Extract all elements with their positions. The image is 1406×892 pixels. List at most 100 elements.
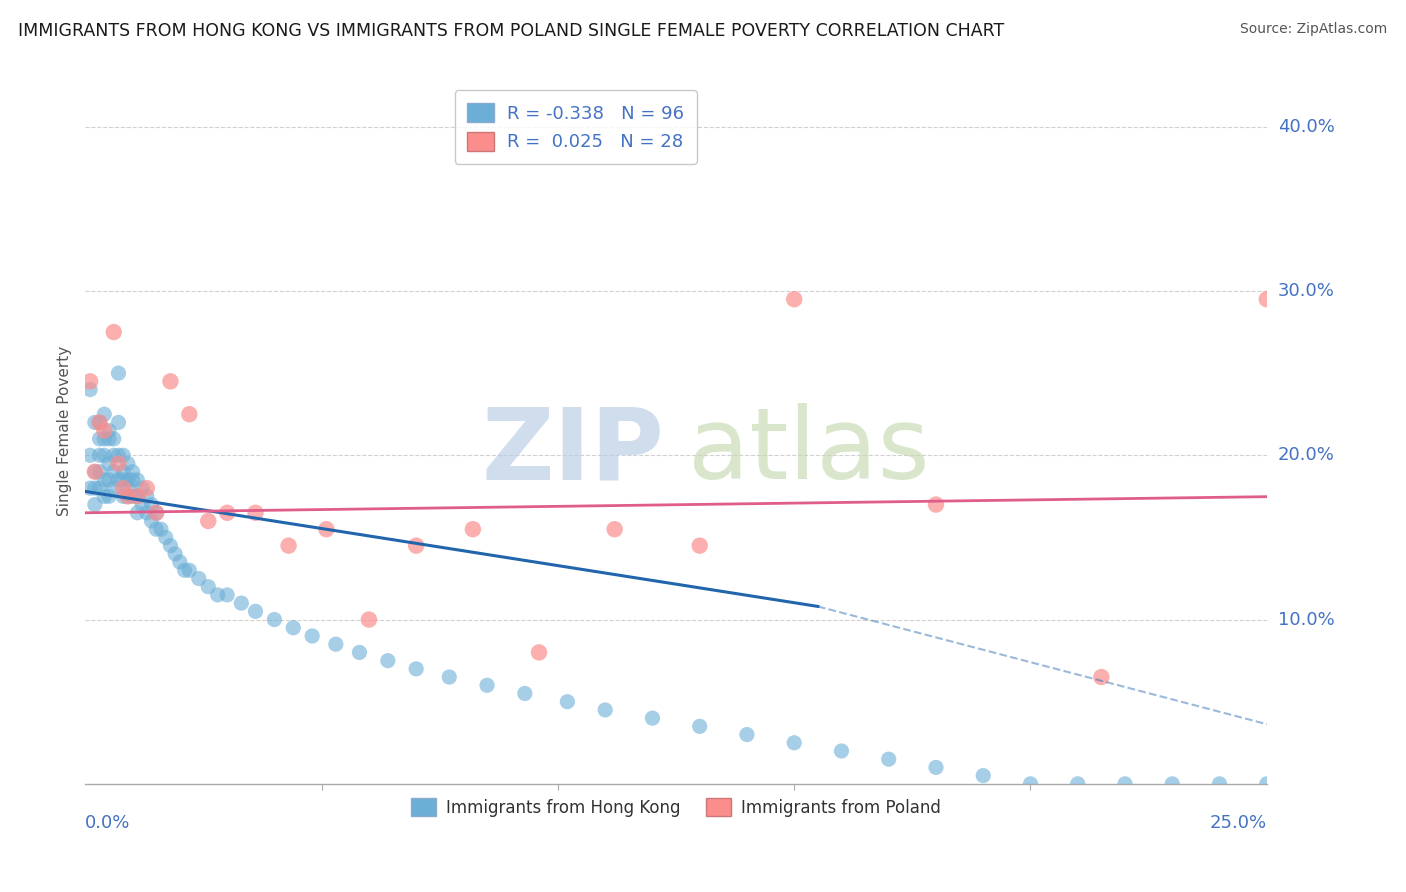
- Point: [98, 424, 121, 438]
- Point: [557, 695, 579, 709]
- Point: [315, 522, 337, 536]
- Point: [89, 481, 111, 495]
- Text: 10.0%: 10.0%: [1278, 610, 1334, 629]
- Point: [149, 522, 172, 536]
- Point: [165, 547, 187, 561]
- Point: [1350, 777, 1372, 791]
- Point: [135, 489, 157, 503]
- Text: 0.0%: 0.0%: [86, 814, 131, 832]
- Point: [1090, 670, 1112, 684]
- Point: [79, 383, 101, 397]
- Point: [89, 465, 111, 479]
- Point: [107, 473, 129, 487]
- Point: [83, 465, 105, 479]
- Point: [89, 432, 111, 446]
- Point: [349, 645, 371, 659]
- Point: [79, 375, 101, 389]
- Point: [1067, 777, 1090, 791]
- Point: [117, 489, 139, 503]
- Point: [283, 621, 305, 635]
- Point: [197, 514, 219, 528]
- Point: [103, 465, 125, 479]
- Point: [830, 744, 852, 758]
- Point: [197, 580, 219, 594]
- Point: [217, 506, 239, 520]
- Point: [112, 448, 135, 462]
- Point: [377, 654, 399, 668]
- Text: ZIP: ZIP: [481, 403, 664, 500]
- Point: [641, 711, 664, 725]
- Point: [783, 292, 806, 306]
- Text: Source: ZipAtlas.com: Source: ZipAtlas.com: [1240, 22, 1388, 37]
- Point: [107, 416, 129, 430]
- Point: [98, 473, 121, 487]
- Point: [159, 375, 181, 389]
- Point: [783, 736, 806, 750]
- Point: [1256, 292, 1278, 306]
- Point: [357, 613, 380, 627]
- Point: [98, 457, 121, 471]
- Point: [735, 727, 758, 741]
- Point: [179, 407, 201, 421]
- Point: [1161, 777, 1184, 791]
- Point: [131, 498, 153, 512]
- Point: [121, 489, 143, 503]
- Point: [117, 473, 139, 487]
- Point: [117, 457, 139, 471]
- Point: [1208, 777, 1230, 791]
- Point: [169, 555, 191, 569]
- Point: [231, 596, 253, 610]
- Point: [593, 703, 616, 717]
- Point: [98, 489, 121, 503]
- Point: [79, 448, 101, 462]
- Point: [145, 522, 167, 536]
- Point: [141, 498, 163, 512]
- Point: [145, 506, 167, 520]
- Point: [98, 432, 121, 446]
- Point: [527, 645, 550, 659]
- Point: [93, 432, 115, 446]
- Text: 20.0%: 20.0%: [1278, 446, 1334, 464]
- Point: [112, 465, 135, 479]
- Point: [187, 572, 209, 586]
- Point: [207, 588, 229, 602]
- Point: [689, 539, 711, 553]
- Point: [112, 473, 135, 487]
- Point: [1114, 777, 1136, 791]
- Point: [135, 506, 157, 520]
- Point: [1398, 777, 1406, 791]
- Point: [89, 416, 111, 430]
- Point: [93, 424, 115, 438]
- Point: [93, 489, 115, 503]
- Point: [972, 769, 994, 783]
- Point: [107, 448, 129, 462]
- Point: [107, 366, 129, 380]
- Point: [93, 448, 115, 462]
- Point: [925, 498, 948, 512]
- Point: [603, 522, 626, 536]
- Point: [107, 457, 129, 471]
- Point: [83, 481, 105, 495]
- Point: [405, 539, 427, 553]
- Point: [173, 563, 195, 577]
- Y-axis label: Single Female Poverty: Single Female Poverty: [58, 345, 72, 516]
- Point: [127, 506, 149, 520]
- Point: [475, 678, 498, 692]
- Point: [83, 416, 105, 430]
- Point: [245, 506, 267, 520]
- Point: [513, 686, 536, 700]
- Point: [145, 506, 167, 520]
- Point: [103, 448, 125, 462]
- Point: [117, 481, 139, 495]
- Point: [79, 481, 101, 495]
- Point: [461, 522, 484, 536]
- Point: [93, 407, 115, 421]
- Point: [405, 662, 427, 676]
- Point: [89, 448, 111, 462]
- Point: [83, 498, 105, 512]
- Point: [89, 416, 111, 430]
- Point: [127, 489, 149, 503]
- Point: [1256, 777, 1278, 791]
- Point: [83, 465, 105, 479]
- Point: [112, 489, 135, 503]
